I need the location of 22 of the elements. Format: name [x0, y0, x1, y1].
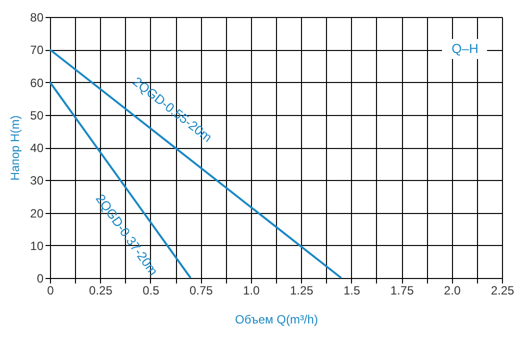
x-tick-label: 1.25	[290, 284, 314, 298]
annotation: Q–H	[452, 41, 478, 56]
x-axis-title: Объем Q(m³/h)	[235, 312, 318, 326]
y-tick-label: 70	[30, 43, 44, 58]
x-tick-label: 0.25	[89, 284, 113, 298]
y-tick-label: 80	[30, 10, 44, 24]
y-tick-label: 10	[30, 238, 44, 253]
x-tick-label: 1.5	[343, 284, 360, 298]
x-tick-label: 0.75	[189, 284, 214, 298]
x-tick-label: 2.0	[444, 284, 461, 298]
y-tick-label: 40	[30, 141, 44, 155]
y-tick-label: 50	[30, 108, 44, 122]
x-tick-label: 2.25	[490, 284, 514, 298]
y-axis-title: Напор H(m)	[8, 115, 22, 181]
y-tick-label: 60	[30, 76, 44, 90]
x-tick-label: 0.5	[142, 284, 160, 298]
x-tick-label: 1.0	[243, 284, 260, 298]
y-tick-label: 20	[30, 206, 44, 220]
x-tick-label: 1.75	[390, 284, 414, 298]
y-tick-label: 30	[30, 174, 44, 188]
x-tick-label: 0	[47, 284, 54, 298]
y-tick-label: 0	[36, 272, 44, 286]
